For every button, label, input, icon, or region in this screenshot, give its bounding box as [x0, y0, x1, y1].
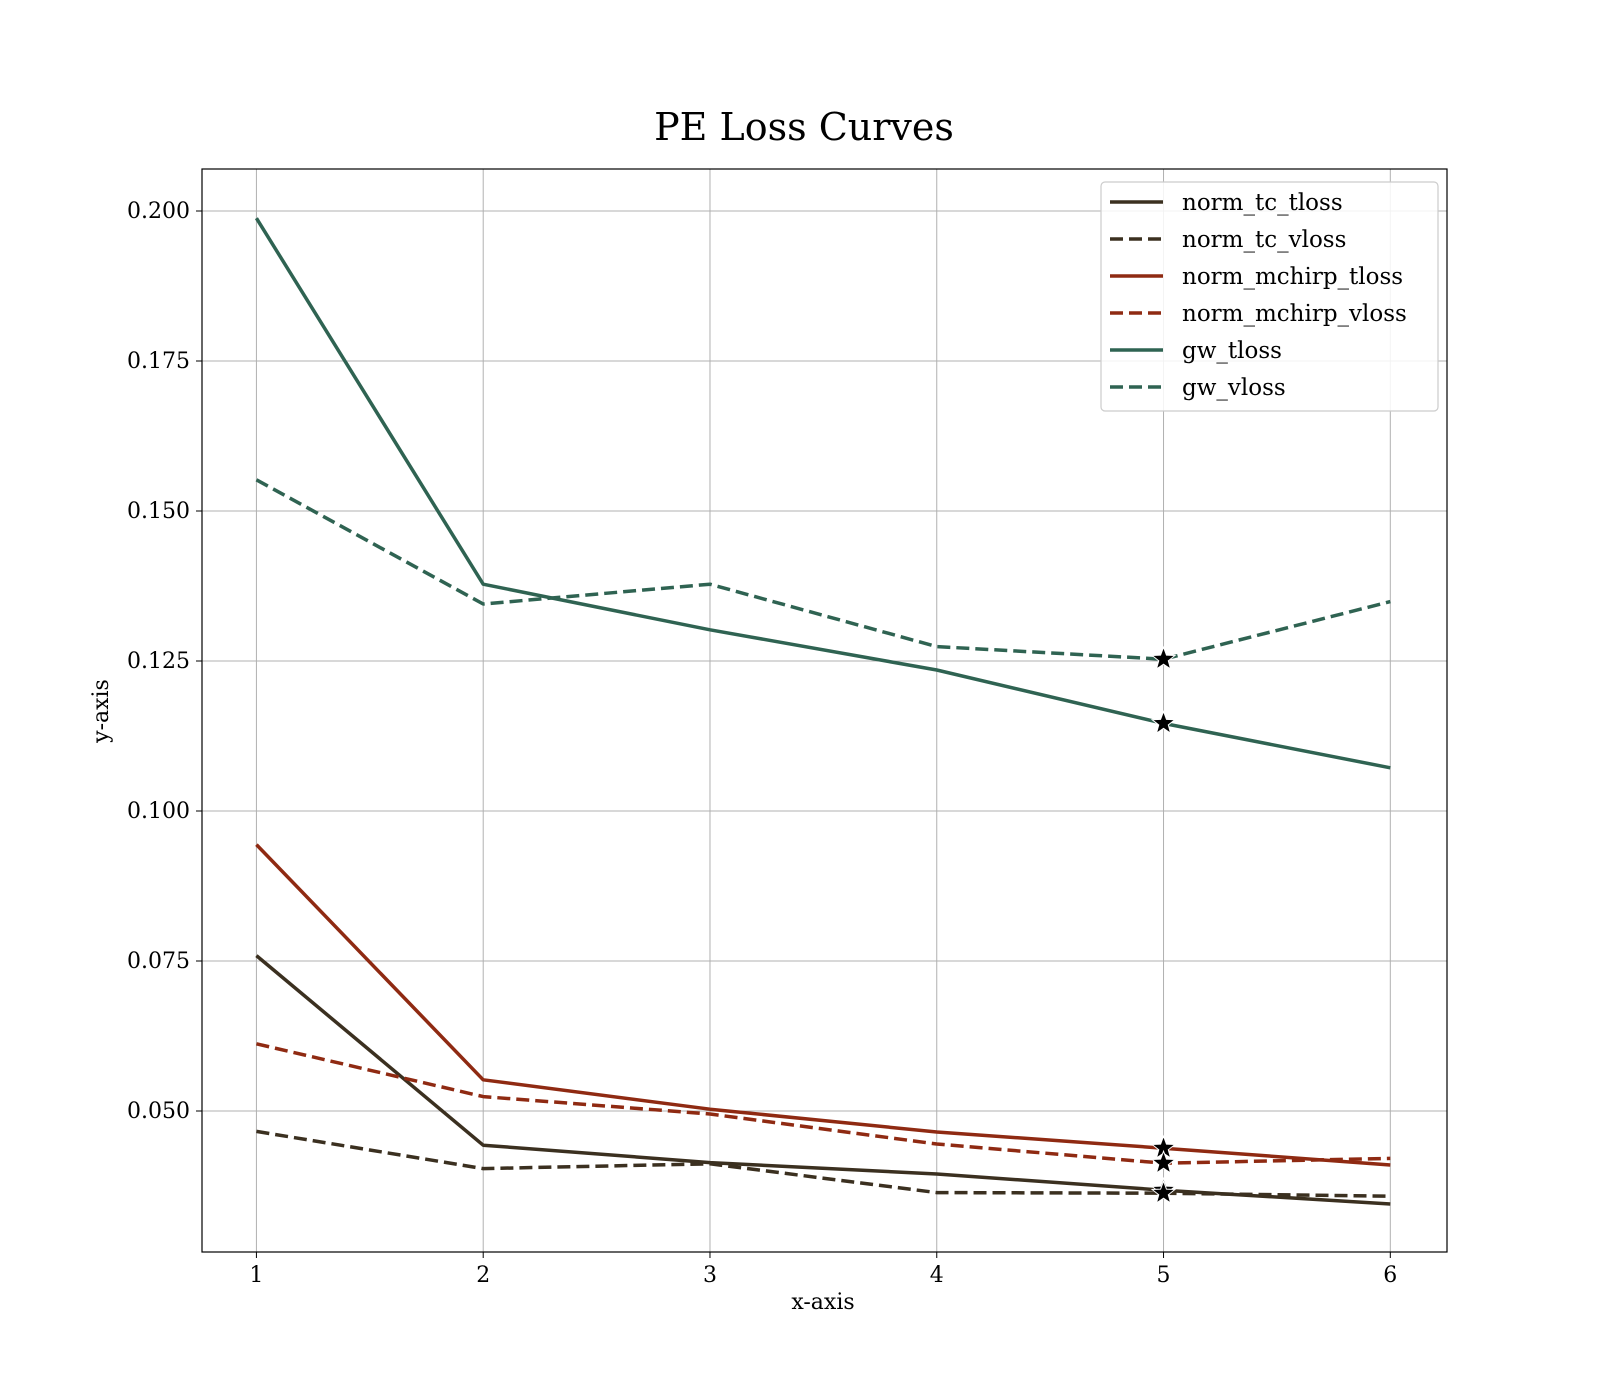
data-point-norm_tc_tloss [480, 1142, 486, 1148]
chart-title: PE Loss Curves [654, 105, 954, 149]
x-tick-label: 3 [703, 1263, 717, 1288]
y-axis-ticks: 0.050 0.075 0.100 0.125 0.150 0.175 0.200 [127, 199, 202, 1124]
legend-box [1100, 181, 1439, 412]
y-tick-label: 0.200 [127, 199, 190, 224]
series-line-gw_vloss [255, 478, 1391, 661]
series-line-norm_tc_vloss [256, 1129, 1391, 1198]
best-epoch-star-marker [1150, 645, 1177, 671]
data-point-gw_tloss [707, 627, 713, 633]
data-point-gw_vloss [1387, 599, 1393, 605]
x-tick-label: 1 [249, 1263, 263, 1288]
y-tick-label: 0.075 [127, 949, 190, 974]
y-tick-label: 0.050 [127, 1099, 190, 1124]
data-point-gw_vloss [253, 477, 259, 483]
best-epoch-markers [1150, 645, 1177, 1205]
data-point-norm_mchirp_tloss [934, 1129, 940, 1135]
legend-label: norm_tc_tloss [1182, 190, 1343, 216]
data-point-gw_vloss [480, 601, 486, 607]
legend-label: norm_tc_vloss [1182, 227, 1346, 253]
legend-label: gw_vloss [1182, 375, 1286, 401]
data-point-gw_tloss [253, 215, 259, 221]
series-line-norm_mchirp_tloss [255, 843, 1391, 1167]
data-point-norm_tc_tloss [253, 953, 259, 959]
data-point-gw_vloss [707, 581, 713, 587]
x-tick-label: 2 [476, 1263, 490, 1288]
data-point-norm_tc_vloss [253, 1128, 259, 1134]
data-point-norm_mchirp_vloss [253, 1041, 259, 1047]
data-point-norm_tc_vloss [480, 1166, 486, 1172]
data-point-norm_mchirp_tloss [1387, 1162, 1393, 1168]
data-point-norm_mchirp_vloss [1387, 1155, 1393, 1161]
data-point-norm_tc_vloss [934, 1190, 940, 1196]
data-point-norm_tc_tloss [1387, 1201, 1393, 1207]
x-tick-label: 4 [930, 1263, 944, 1288]
y-tick-label: 0.150 [127, 499, 190, 524]
legend-label: norm_mchirp_tloss [1182, 264, 1403, 290]
grid-lines [202, 169, 1447, 1252]
best-epoch-star-marker [1150, 709, 1177, 735]
data-point-gw_vloss [934, 644, 940, 650]
x-axis-ticks: 1 2 3 4 5 6 [249, 1252, 1397, 1288]
data-point-gw_tloss [1387, 765, 1393, 771]
data-point-norm_mchirp_vloss [707, 1111, 713, 1117]
legend-label: norm_mchirp_vloss [1182, 301, 1407, 327]
y-tick-label: 0.100 [127, 799, 190, 824]
data-point-norm_tc_tloss [934, 1171, 940, 1177]
plot-frame [201, 168, 1448, 1253]
data-point-norm_mchirp_vloss [934, 1141, 940, 1147]
data-point-gw_tloss [934, 667, 940, 673]
y-axis-label: y-axis [89, 679, 114, 744]
series-line-norm_mchirp_vloss [256, 1042, 1391, 1165]
legend-label: gw_tloss [1182, 338, 1282, 364]
legend: norm_tc_tloss norm_tc_vloss norm_mchirp_tl… [1100, 181, 1439, 412]
y-tick-label: 0.175 [127, 349, 190, 374]
x-tick-label: 5 [1157, 1263, 1171, 1288]
data-point-gw_tloss [480, 581, 486, 587]
data-point-norm_mchirp_vloss [480, 1094, 486, 1100]
series-layer [253, 215, 1393, 1207]
best-epoch-star-marker [1150, 1149, 1177, 1175]
x-tick-label: 6 [1383, 1263, 1397, 1288]
data-point-norm_tc_vloss [707, 1161, 713, 1167]
data-point-norm_mchirp_tloss [480, 1077, 486, 1083]
x-axis-label: x-axis [791, 1290, 854, 1315]
data-point-norm_tc_vloss [1387, 1193, 1393, 1199]
y-tick-label: 0.125 [127, 649, 190, 674]
series-line-gw_tloss [254, 217, 1391, 770]
series-line-norm_tc_tloss [255, 954, 1391, 1206]
best-epoch-star-marker [1150, 1179, 1177, 1205]
data-point-norm_mchirp_tloss [253, 842, 259, 848]
